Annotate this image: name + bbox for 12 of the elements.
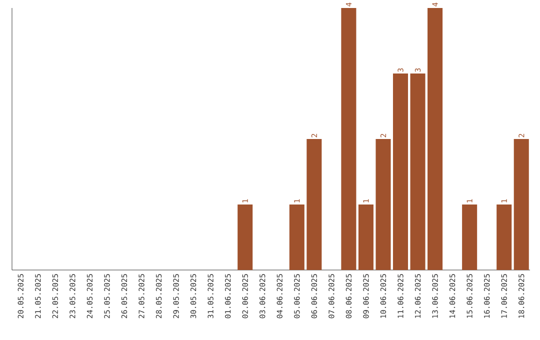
bar xyxy=(496,204,512,270)
bar xyxy=(341,8,356,270)
bar xyxy=(238,204,253,270)
bar xyxy=(410,73,426,270)
bar xyxy=(289,204,304,270)
bar xyxy=(306,139,322,270)
bar xyxy=(358,204,374,270)
bar xyxy=(428,8,443,270)
bar xyxy=(514,139,529,270)
bar xyxy=(376,139,391,270)
bar xyxy=(392,73,408,270)
bar xyxy=(462,204,478,270)
